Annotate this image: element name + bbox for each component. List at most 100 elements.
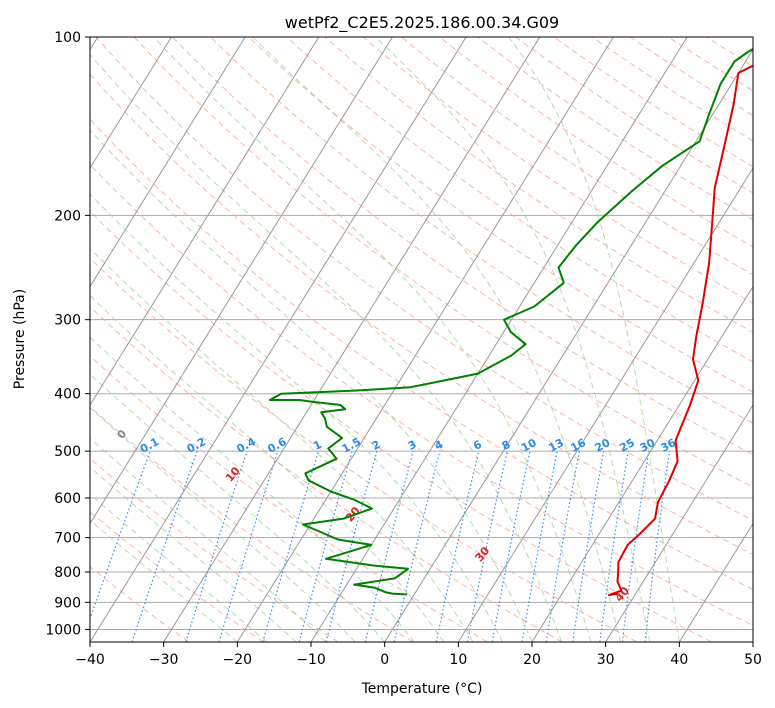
- mixing-ratio-label: 30: [638, 436, 658, 455]
- y-tick-label: 400: [54, 387, 81, 403]
- mixing-ratio-lines: [90, 450, 671, 642]
- dry-adiabat-line: [477, 37, 753, 221]
- moist-adiabat-line: [90, 466, 297, 642]
- dry-adiabat-line: [90, 306, 563, 642]
- y-tick-label: 800: [54, 565, 81, 581]
- moist-adiabat-line: [90, 493, 268, 642]
- moist-adiabat-line: [90, 129, 533, 642]
- isotherm-line: [90, 37, 246, 288]
- mixing-ratio-line: [90, 450, 151, 621]
- moist-adiabat-line: [90, 373, 386, 642]
- mixing-ratio-line: [599, 450, 629, 642]
- y-tick-label: 100: [54, 30, 81, 46]
- mixing-ratio-line: [644, 451, 671, 642]
- dry-adiabat-line: [324, 37, 753, 333]
- moist-adiabat-line: [90, 437, 327, 642]
- isotherm-line: [752, 641, 753, 642]
- x-axis-label: Temperature (°C): [361, 681, 483, 697]
- dry-adiabat-line: [90, 73, 753, 556]
- y-axis-ticks: 100 200 300 400 500 600 700 800 900 1000: [45, 30, 90, 638]
- dry-adiabat-line: [172, 37, 753, 456]
- isotherm-line: [384, 48, 753, 642]
- moist-adiabat-line: [375, 37, 651, 642]
- moist-adiabat-line: [252, 37, 621, 642]
- dry-adiabat-line: [248, 37, 753, 393]
- dry-adiabat-line: [591, 37, 753, 142]
- x-tick-label: 0: [380, 652, 389, 668]
- dry-adiabat-line: [210, 37, 753, 424]
- y-tick-label: 1000: [45, 622, 81, 638]
- dry-adiabat-line: [668, 37, 753, 92]
- adiabat-labels: 0.10.20.40.611.52346810131620253036-100-…: [114, 427, 678, 604]
- mixing-ratio-label: 0.6: [265, 435, 289, 456]
- moist-adiabat-line: [90, 193, 503, 642]
- dry-adiabat-line: [286, 37, 753, 363]
- isotherm-grid: [90, 37, 753, 642]
- mixing-ratio-line: [185, 450, 248, 642]
- y-tick-label: 200: [54, 208, 81, 224]
- dry-adiabat-line: [90, 511, 264, 642]
- mixing-ratio-line: [218, 450, 279, 642]
- mixing-ratio-label: 1.5: [340, 435, 363, 456]
- isotherm-line: [310, 37, 688, 642]
- moist-adiabat-line: [90, 407, 356, 642]
- x-tick-label: −30: [149, 652, 179, 668]
- mixing-ratio-label: 0.4: [235, 435, 259, 456]
- x-tick-label: 20: [523, 652, 541, 668]
- isotherm-line: [163, 37, 541, 642]
- mixing-ratio-label: 0.1: [138, 435, 161, 456]
- mixing-ratio-line: [325, 450, 378, 642]
- plot-frame: [89, 36, 754, 643]
- y-tick-label: 700: [54, 531, 81, 547]
- mixing-ratio-line: [621, 451, 650, 642]
- isotherm-line: [457, 167, 753, 642]
- dry-adiabat-line: [362, 37, 753, 304]
- dry-adiabat-line: [90, 118, 753, 591]
- y-tick-label: 500: [54, 444, 81, 460]
- mixing-ratio-line: [298, 450, 353, 642]
- mixing-ratio-line: [131, 450, 198, 642]
- moist-adiabat-line: [508, 37, 680, 642]
- dewpoint-line: [268, 47, 753, 596]
- moist-adiabat-line: [153, 37, 592, 642]
- mixing-ratio-line: [364, 450, 414, 642]
- dry-adiabat-line: [90, 457, 339, 642]
- chart-title: wetPf2_C2E5.2025.186.00.34.G09: [285, 13, 559, 33]
- isotherm-line: [678, 522, 753, 642]
- moist-adiabat-line: [90, 53, 562, 642]
- y-tick-label: 900: [54, 595, 81, 611]
- mixing-ratio-line: [393, 450, 441, 642]
- dry-adiabat-line: [90, 210, 712, 642]
- dry-adiabat-label: 30: [473, 544, 493, 564]
- isotherm-line: [90, 37, 172, 169]
- mixing-ratio-line: [521, 450, 558, 642]
- x-tick-label: 40: [670, 652, 688, 668]
- isotherm-line: [90, 37, 467, 642]
- dry-adiabat-line: [90, 405, 414, 642]
- dry-adiabat-line: [90, 163, 753, 627]
- dry-adiabat-label: 10: [223, 464, 243, 484]
- isotherm-line: [236, 37, 614, 642]
- mixing-ratio-label: 10: [519, 436, 539, 455]
- y-tick-label: 600: [54, 491, 81, 507]
- mixing-ratio-label: 20: [593, 436, 613, 455]
- isotherm-line: [90, 37, 393, 525]
- x-tick-label: −10: [296, 652, 326, 668]
- x-tick-label: 50: [744, 652, 762, 668]
- dry-adiabat-line: [90, 566, 190, 642]
- x-tick-label: 30: [597, 652, 615, 668]
- mixing-ratio-label: 25: [617, 436, 637, 455]
- plot-area: 0.10.20.40.611.52346810131620253036-100-…: [90, 37, 753, 642]
- x-tick-label: −40: [75, 652, 105, 668]
- mixing-ratio-line: [466, 450, 508, 642]
- x-tick-label: −20: [223, 652, 253, 668]
- mixing-ratio-line: [262, 450, 320, 642]
- x-tick-label: 10: [449, 652, 467, 668]
- isotherm-line: [605, 404, 753, 642]
- x-axis-ticks: −40 −30 −20 −10 0 10 20 30 40 50: [75, 642, 762, 668]
- temperature-line: [608, 64, 753, 597]
- mixing-ratio-line: [491, 450, 531, 642]
- isobar-grid: [90, 37, 753, 630]
- mixing-ratio-label: 13: [546, 436, 566, 455]
